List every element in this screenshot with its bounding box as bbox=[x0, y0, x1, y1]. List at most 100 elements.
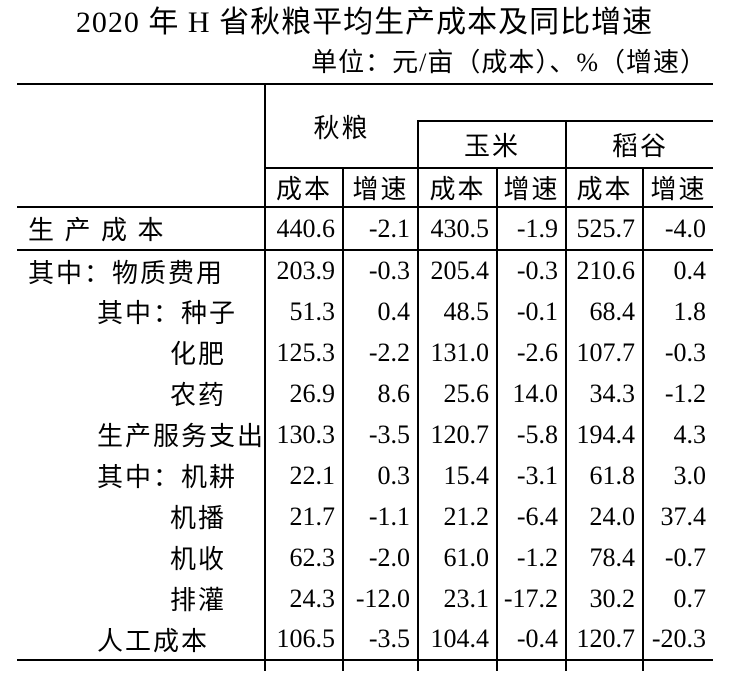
header-yumi-cost: 成本 bbox=[417, 168, 498, 208]
row-label: 农药 bbox=[17, 373, 266, 414]
table-row: 化肥 125.3 -2.2 131.0 -2.6 107.7 -0.3 bbox=[17, 332, 714, 373]
table-cell: 205.4 bbox=[417, 250, 498, 291]
header-row-top: 秋粮 bbox=[17, 83, 714, 208]
table-cell: -17.2 bbox=[496, 578, 567, 619]
header-group-qiuliang: 秋粮 bbox=[265, 83, 419, 169]
table-cell: -20.3 bbox=[642, 619, 714, 661]
table-cell: 78.4 bbox=[565, 537, 644, 578]
table-cell: 1.8 bbox=[642, 291, 714, 332]
table-cell: 131.0 bbox=[417, 332, 498, 373]
table-row: 其中：机耕 22.1 0.3 15.4 -3.1 61.8 3.0 bbox=[17, 455, 714, 496]
row-label: 生产服务支出 bbox=[17, 414, 266, 455]
table-cell: -0.7 bbox=[642, 537, 714, 578]
table-cell: -3.5 bbox=[341, 414, 419, 455]
table-cell: -1.1 bbox=[341, 496, 419, 537]
table-cell: 106.5 bbox=[265, 619, 343, 661]
stub-cell bbox=[642, 660, 714, 671]
header-daogu-cost: 成本 bbox=[565, 168, 644, 208]
table-cell: 61.0 bbox=[417, 537, 498, 578]
unit-note: 单位：元/亩（成本）、%（增速） bbox=[311, 48, 707, 77]
header-group-daogu: 稻谷 bbox=[565, 121, 714, 169]
stub-cell bbox=[417, 660, 498, 671]
table-cell: 22.1 bbox=[289, 460, 336, 490]
row-label: 机播 bbox=[17, 496, 266, 537]
row-label: 化肥 bbox=[17, 332, 266, 373]
table-cell: 15.4 bbox=[417, 455, 498, 496]
table-cell: 194.4 bbox=[565, 414, 644, 455]
table-cell: 430.5 bbox=[417, 207, 498, 251]
table-cell: 525.7 bbox=[565, 207, 644, 251]
header-daogu-growth: 增速 bbox=[642, 168, 714, 208]
table-cell: 440.6 bbox=[265, 207, 343, 251]
table-cell: 0.3 bbox=[341, 455, 419, 496]
header-qiuliang-growth: 增速 bbox=[341, 168, 419, 208]
header-group-yumi: 玉米 bbox=[417, 121, 567, 169]
table-cell: 24.3 bbox=[289, 583, 336, 613]
table-cell: 37.4 bbox=[642, 496, 714, 537]
table-cell: -5.8 bbox=[496, 414, 567, 455]
header-row-groups: 玉米 稻谷 bbox=[17, 121, 714, 169]
table-cell: 120.7 bbox=[565, 619, 644, 661]
table-row: 排灌 24.3 -12.0 23.1 -17.2 30.2 0.7 bbox=[17, 578, 714, 619]
table-cell: 203.9 bbox=[276, 256, 336, 285]
table-cell: -2.6 bbox=[496, 332, 567, 373]
table-cell: -2.0 bbox=[341, 537, 419, 578]
page-title: 2020 年 H 省秋粮平均生产成本及同比增速 bbox=[75, 6, 654, 39]
row-label: 其中：物质费用 bbox=[17, 250, 266, 291]
table-cell: -1.9 bbox=[496, 207, 567, 251]
table-cell: 14.0 bbox=[496, 373, 567, 414]
table-cell: 51.3 bbox=[289, 296, 336, 326]
table-cell: 3.0 bbox=[642, 455, 714, 496]
table-cell: 0.4 bbox=[642, 250, 714, 291]
table-cell: 125.3 bbox=[276, 337, 336, 367]
table-cell: 34.3 bbox=[565, 373, 644, 414]
table-cell: 68.4 bbox=[565, 291, 644, 332]
header-row-sub: 成本 增速 成本 增速 成本 增速 bbox=[17, 168, 714, 208]
table-row: 生产服务支出 130.3 -3.5 120.7 -5.8 194.4 4.3 bbox=[17, 414, 714, 455]
table-cell: -12.0 bbox=[341, 578, 419, 619]
row-label: 人工成本 bbox=[17, 619, 266, 661]
table-cell: 61.8 bbox=[565, 455, 644, 496]
table-cell: -0.3 bbox=[642, 332, 714, 373]
stub-cell bbox=[341, 660, 419, 671]
table-cell: -6.4 bbox=[496, 496, 567, 537]
table-cell: -3.5 bbox=[341, 619, 419, 661]
cost-table: 秋粮 玉米 稻谷 成本 增速 成本 增速 成本 增速 生 产 成 本 440.6-… bbox=[17, 83, 714, 671]
row-label: 其中：种子 bbox=[17, 291, 266, 332]
table-cell: 8.6 bbox=[341, 373, 419, 414]
table-row: 机播 21.7 -1.1 21.2 -6.4 24.0 37.4 bbox=[17, 496, 714, 537]
table-cell: 62.3 bbox=[289, 542, 336, 572]
table-cell: 104.4 bbox=[417, 619, 498, 661]
table-cell: 210.6 bbox=[565, 250, 644, 291]
header-spacer bbox=[418, 83, 714, 122]
table-cutoff-stub bbox=[17, 660, 714, 671]
stub-cell bbox=[565, 660, 644, 671]
header-qiuliang-cost: 成本 bbox=[265, 168, 343, 208]
table-cell: -4.0 bbox=[642, 207, 714, 251]
table-cell: 0.4 bbox=[341, 291, 419, 332]
table-cell: 0.7 bbox=[642, 578, 714, 619]
table-cell: 30.2 bbox=[565, 578, 644, 619]
table-cell: -1.2 bbox=[496, 537, 567, 578]
table-cell: -0.3 bbox=[496, 250, 567, 291]
stub-cell bbox=[496, 660, 567, 671]
table-cell: 48.5 bbox=[417, 291, 498, 332]
table-cell: 120.7 bbox=[417, 414, 498, 455]
header-yumi-growth: 增速 bbox=[496, 168, 567, 208]
table-cell: 107.7 bbox=[565, 332, 644, 373]
row-label: 机收 bbox=[17, 537, 266, 578]
table-row: 其中：种子 51.3 0.4 48.5 -0.1 68.4 1.8 bbox=[17, 291, 714, 332]
table-cell: -1.2 bbox=[642, 373, 714, 414]
row-label: 排灌 bbox=[17, 578, 266, 619]
row-label-header-empty bbox=[17, 83, 266, 208]
table-cell: 4.3 bbox=[642, 414, 714, 455]
table-cell: 23.1 bbox=[417, 578, 498, 619]
table-row: 农药 26.9 8.6 25.6 14.0 34.3 -1.2 bbox=[17, 373, 714, 414]
table-cell: 21.2 bbox=[417, 496, 498, 537]
table-cell: -2.1 bbox=[341, 207, 419, 251]
table-cell: -3.1 bbox=[496, 455, 567, 496]
table-row: 机收 62.3 -2.0 61.0 -1.2 78.4 -0.7 bbox=[17, 537, 714, 578]
row-label: 生 产 成 本 bbox=[17, 207, 266, 251]
table-cell: 25.6 bbox=[417, 373, 498, 414]
table-row: 其中：物质费用 203.9 -0.3 205.4 -0.3 210.6 0.4 bbox=[17, 250, 714, 291]
